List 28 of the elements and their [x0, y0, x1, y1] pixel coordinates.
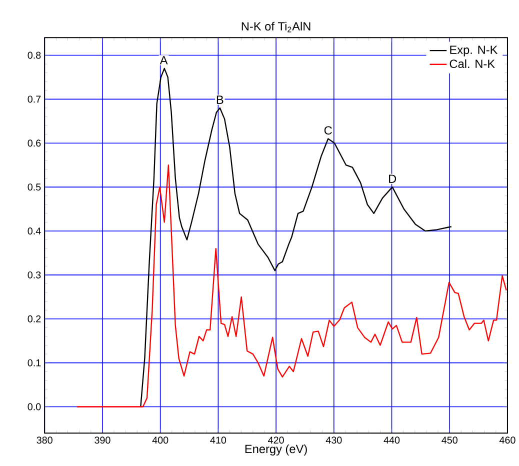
annotation: C [324, 126, 332, 135]
annotation: A [160, 56, 168, 64]
x-tick-label: 460 [499, 436, 516, 444]
y-tick-label: 0.7 [28, 96, 41, 103]
x-tick-label: 400 [152, 436, 168, 444]
x-tick-label: 420 [268, 436, 284, 444]
y-tick-label: 0.1 [28, 359, 41, 366]
annotation: B [216, 96, 224, 104]
chart-title: N-K of Ti$_{2}$AlN [242, 22, 310, 32]
y-tick-label: 0.0 [28, 403, 41, 410]
x-tick-label: 410 [210, 436, 226, 444]
y-tick-label: 0.5 [28, 184, 41, 191]
y-tick-label: 0.8 [28, 52, 41, 59]
x-axis-title: Energy (eV) [245, 444, 307, 456]
x-tick-label: 440 [384, 436, 400, 444]
legend-label: Cal. N-K [450, 59, 495, 68]
x-tick-label: 390 [94, 436, 110, 444]
line-series [76, 164, 507, 408]
x-tick-label: 450 [442, 436, 458, 444]
legend-label: Exp. N-K [450, 46, 498, 56]
y-tick-label: 0.2 [28, 315, 41, 322]
x-tick-label: 380 [36, 436, 52, 444]
y-tick-label: 0.3 [28, 272, 41, 279]
line-series [140, 68, 452, 408]
annotation: D [389, 174, 396, 183]
x-tick-label: 430 [326, 436, 342, 444]
y-tick-label: 0.6 [28, 140, 41, 147]
y-tick-label: 0.4 [28, 228, 41, 235]
